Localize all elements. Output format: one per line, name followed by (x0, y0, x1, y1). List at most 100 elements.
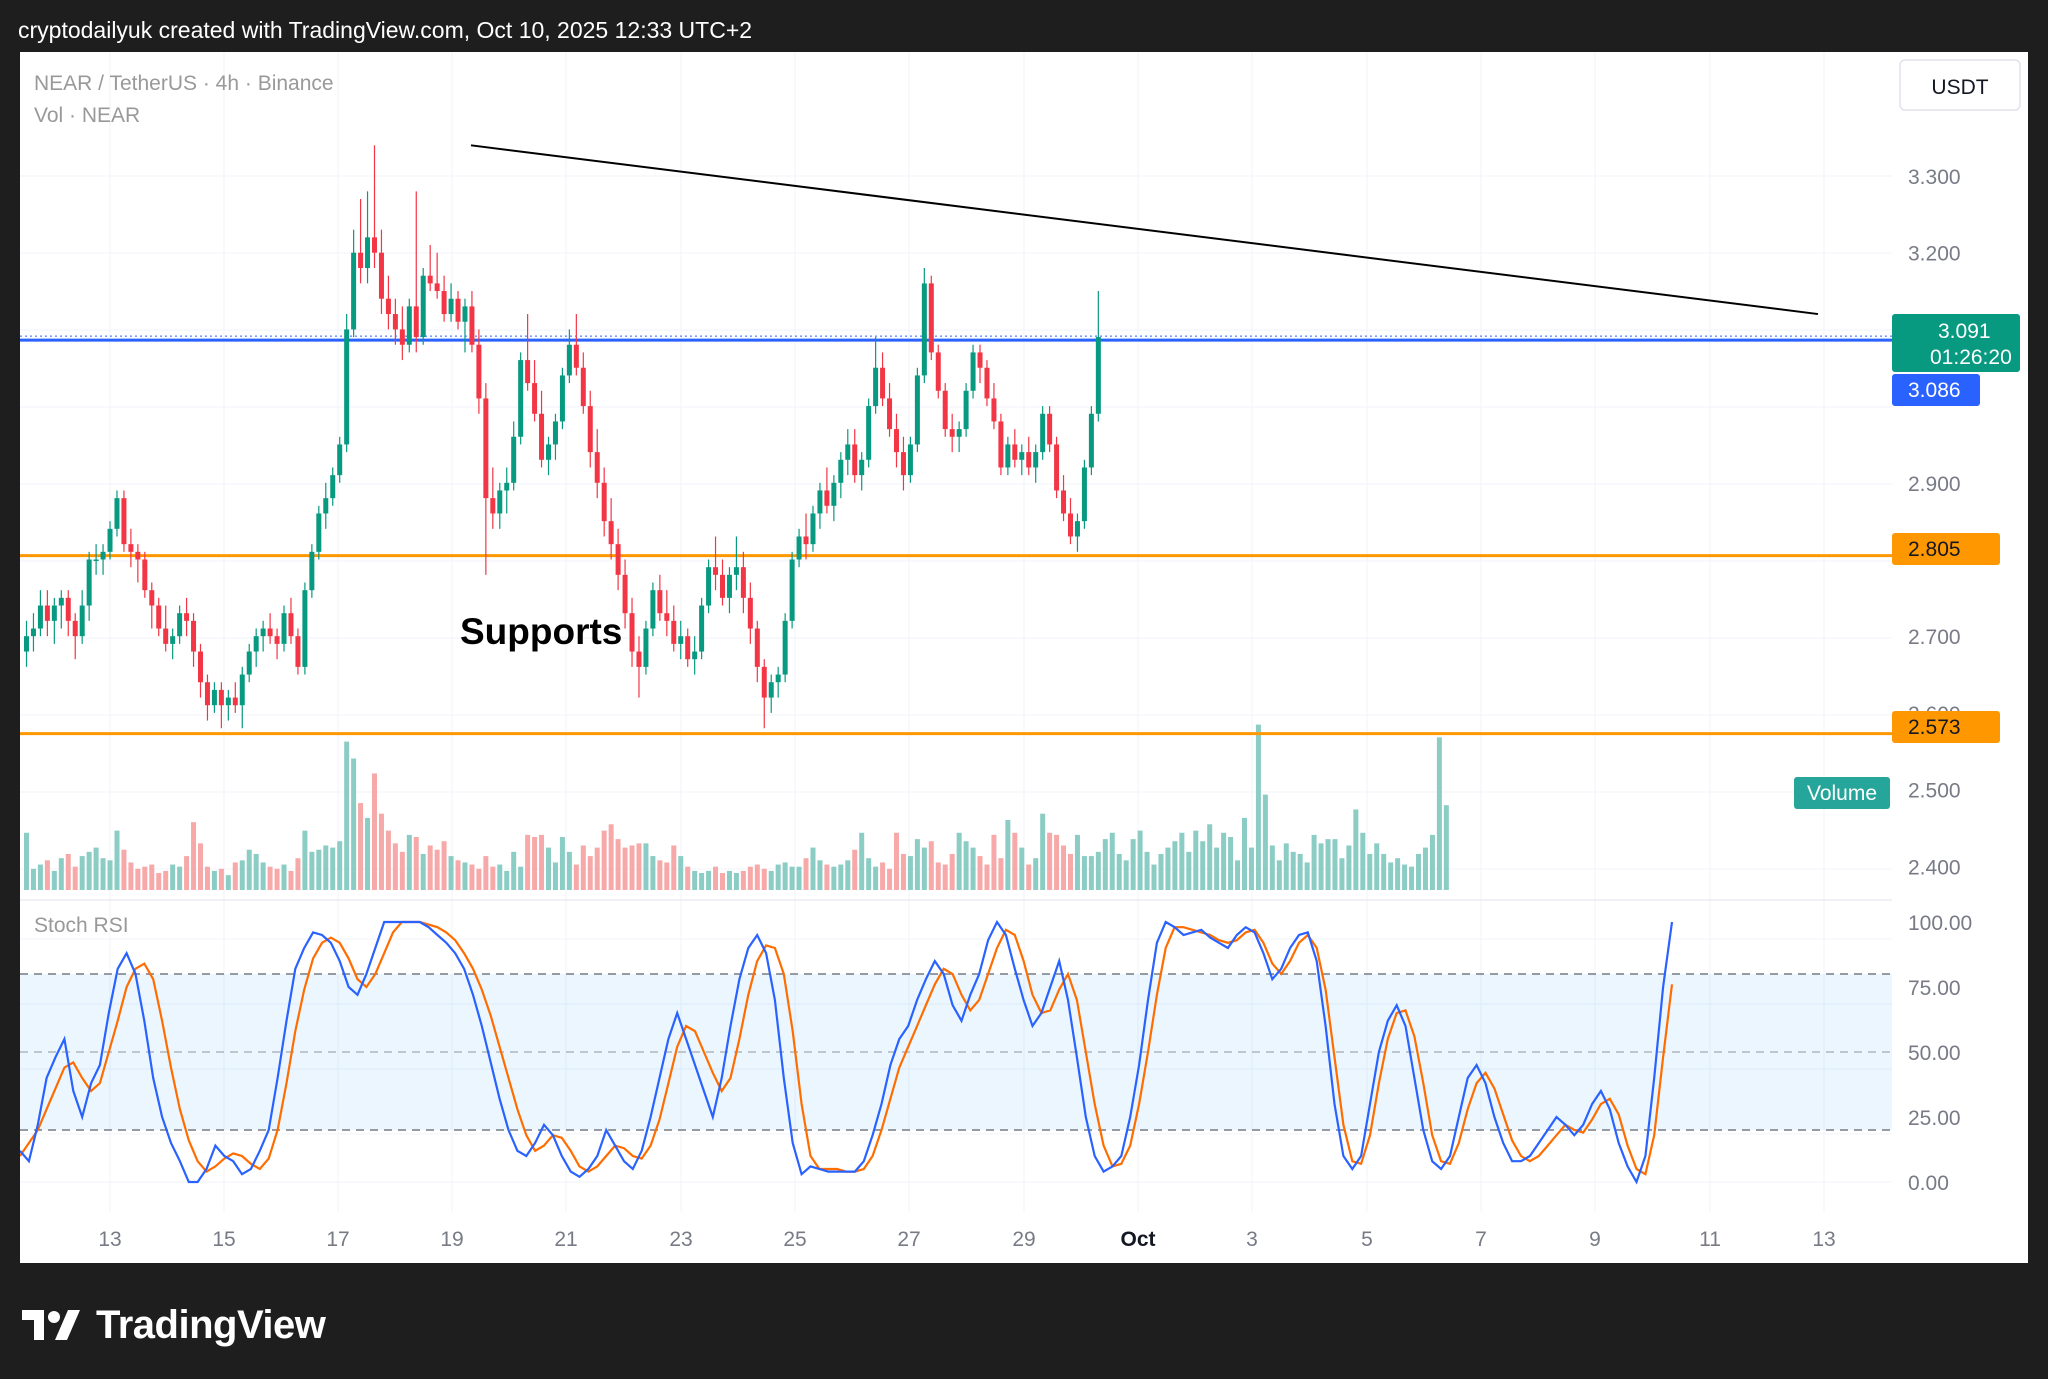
candle (351, 229, 357, 338)
descending-trendline[interactable] (470, 144, 1819, 316)
time-tick-label: 5 (1361, 1228, 1373, 1251)
volume-bar (469, 864, 475, 890)
volume-bar (114, 830, 120, 890)
candle (204, 674, 210, 721)
time-axis[interactable]: 13 15 17 19 21 23 25 27 29 Oct 3 5 7 9 11 13 (98, 1228, 1835, 1251)
candle (128, 528, 134, 568)
volume-bar (1151, 864, 1157, 890)
time-tick-label: 21 (554, 1228, 577, 1251)
volume-bar (935, 862, 941, 890)
volume-bar (546, 847, 551, 890)
volume-bar (1172, 841, 1178, 890)
volume-bar (831, 866, 837, 890)
volume-bar (887, 868, 893, 890)
volume-bar (1186, 851, 1192, 890)
volume-bar (539, 834, 545, 890)
candle (281, 605, 287, 652)
volume-bar (852, 849, 858, 890)
volume-bar (406, 834, 412, 890)
volume-bar (1374, 843, 1380, 890)
stoch-rsi-axis[interactable]: 100.00 75.00 50.00 25.00 0.00 (1908, 912, 1972, 1195)
volume-bar (566, 851, 572, 890)
candle (337, 436, 343, 483)
support-resistance-lines[interactable] (20, 335, 1892, 736)
candle (295, 628, 301, 675)
candle (114, 490, 120, 537)
candle (594, 429, 600, 499)
volume-bar (580, 845, 586, 890)
time-tick-label: 7 (1475, 1228, 1487, 1251)
currency-button[interactable]: USDT (1899, 59, 2021, 111)
candle (928, 275, 934, 361)
volume-bar (1255, 724, 1261, 890)
candle (37, 590, 43, 637)
volume-bar (608, 824, 614, 890)
candle (58, 590, 64, 629)
volume-bar (239, 860, 245, 890)
volume-bar (58, 858, 64, 890)
volume-bar (225, 875, 231, 890)
candle (921, 268, 927, 384)
candle (768, 674, 774, 713)
candle (225, 689, 231, 721)
volume-bar (726, 870, 732, 890)
volume-bar (782, 862, 788, 890)
volume-bar (1221, 832, 1227, 890)
currency-label: USDT (1931, 76, 1988, 99)
volume-bar (1040, 813, 1046, 890)
grid-lines (20, 52, 1892, 1212)
volume-bar (295, 858, 301, 890)
candlestick-chart[interactable]: NEAR / TetherUS · 4h · Binance Vol · NEA… (19, 52, 2028, 1263)
volume-bar (685, 866, 691, 890)
stoch-tick-label: 0.00 (1908, 1172, 1949, 1195)
candle (330, 467, 336, 506)
volume-bar (991, 834, 997, 890)
candle (580, 352, 586, 414)
supports-annotation: Supports (460, 611, 622, 652)
volume-bar (204, 866, 210, 890)
volume-bar (789, 866, 795, 890)
volume-bar (344, 741, 350, 890)
volume-bar (1429, 834, 1435, 890)
candle (288, 597, 294, 644)
volume-bar (775, 864, 781, 890)
volume-bar (420, 853, 426, 890)
price-tick-label: 2.500 (1908, 780, 1961, 803)
volume-bar (532, 837, 538, 890)
volume-bar (1019, 847, 1025, 890)
candle (720, 559, 725, 606)
volume-bar (274, 868, 280, 890)
candle (664, 590, 670, 637)
volume-bar (866, 858, 872, 890)
time-tick-label: 17 (326, 1228, 349, 1251)
volume-bar (211, 870, 217, 890)
volume-bar (573, 864, 579, 890)
volume-bar (1012, 832, 1018, 890)
candle (615, 528, 621, 591)
candle (859, 452, 865, 491)
candle (643, 620, 649, 675)
volume-bar (1353, 809, 1359, 890)
volume-bar (246, 849, 252, 890)
volume-bar (1047, 832, 1053, 890)
candle (1068, 498, 1073, 545)
candle (455, 291, 461, 330)
candle (448, 283, 454, 322)
candle (880, 352, 886, 407)
stoch-tick-label: 100.00 (1908, 912, 1972, 935)
volume-bar (998, 858, 1004, 890)
chart-frame[interactable]: NEAR / TetherUS · 4h · Binance Vol · NEA… (19, 52, 2028, 1263)
volume-bar (149, 864, 155, 890)
time-tick-label: 13 (98, 1228, 121, 1251)
volume-bar (733, 873, 739, 890)
candle (1005, 436, 1011, 476)
tradingview-logo[interactable]: TradingView (22, 1300, 326, 1350)
candle (434, 252, 440, 299)
candle (51, 597, 57, 644)
volume-bar (949, 853, 955, 890)
volume-bar (218, 868, 224, 890)
volume-bar (873, 866, 879, 890)
candle (1081, 459, 1087, 529)
candle (852, 429, 858, 483)
